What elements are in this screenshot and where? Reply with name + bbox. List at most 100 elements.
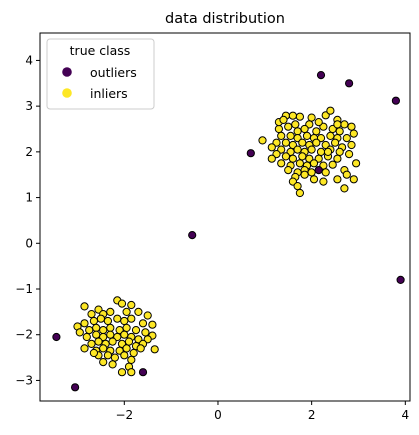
- inliers-point: [281, 152, 290, 161]
- inliers-point: [319, 177, 328, 186]
- outliers-point: [52, 332, 61, 342]
- inliers-point: [94, 337, 103, 346]
- inliers-point: [349, 129, 358, 138]
- inliers-point: [92, 323, 101, 332]
- inliers-point: [80, 344, 89, 353]
- inliers-point: [335, 127, 344, 136]
- inliers-point: [307, 145, 316, 154]
- inliers-point: [127, 314, 136, 323]
- inliers-point: [293, 127, 302, 136]
- inliers-point: [129, 348, 138, 358]
- inliers-point: [335, 147, 344, 156]
- inliers-point: [85, 326, 94, 335]
- legend-label-inliers: inliers: [90, 86, 128, 101]
- inliers-point: [80, 302, 89, 311]
- inliers-point: [103, 351, 113, 360]
- inliers-point: [113, 314, 122, 323]
- inliers-point: [108, 360, 117, 369]
- inliers-point: [312, 127, 321, 136]
- inliers-point: [295, 188, 304, 198]
- inliers-point: [136, 344, 145, 353]
- inliers-point: [316, 147, 326, 156]
- inliers-point: [274, 124, 283, 134]
- inliers-point: [106, 330, 115, 339]
- inliers-point: [284, 122, 293, 131]
- inliers-point: [286, 131, 295, 140]
- x-tick-label: 4: [401, 408, 409, 422]
- inliers-point: [127, 368, 136, 377]
- inliers-point: [295, 159, 304, 168]
- outliers-point: [345, 79, 354, 88]
- outliers-point: [391, 96, 400, 105]
- legend-marker-outliers: [62, 67, 72, 77]
- inliers-point: [82, 332, 91, 342]
- inliers-point: [87, 310, 96, 319]
- axis-layer: −2 0 2 4 −3 −2 −1 0 1 2 3 4: [15, 53, 409, 422]
- inliers-point: [347, 122, 356, 131]
- inliers-point: [267, 154, 276, 163]
- y-tick-label: 4: [25, 53, 33, 67]
- inliers-point: [288, 111, 297, 120]
- legend-marker-inliers: [62, 88, 72, 98]
- y-tick-label: 2: [25, 145, 33, 159]
- inliers-point: [96, 314, 106, 323]
- outliers-point: [188, 231, 197, 240]
- inliers-point: [349, 175, 358, 184]
- inliers-point: [99, 344, 108, 353]
- inliers-point: [80, 319, 89, 328]
- inliers-point: [323, 147, 333, 156]
- inliers-point: [117, 299, 127, 308]
- outliers-point: [138, 368, 148, 377]
- inliers-point: [122, 323, 131, 332]
- legend: true class outliers inliers: [46, 38, 155, 110]
- inliers-point: [89, 316, 99, 326]
- inliers-point: [298, 138, 307, 147]
- inliers-point: [326, 131, 335, 140]
- y-tick-label: −3: [15, 373, 33, 387]
- x-tick-label: −2: [115, 408, 133, 422]
- outliers-point: [396, 275, 405, 284]
- y-tick-label: 1: [25, 191, 33, 205]
- inliers-point: [342, 170, 351, 179]
- outliers-point: [314, 166, 323, 175]
- inliers-point: [321, 168, 330, 177]
- inliers-point: [120, 351, 129, 360]
- inliers-point: [300, 124, 309, 134]
- inliers-point: [326, 106, 335, 115]
- inliers-point: [258, 136, 267, 145]
- chart-title: data distribution: [165, 11, 285, 27]
- legend-title: true class: [70, 43, 131, 58]
- inliers-point: [148, 320, 157, 329]
- y-tick-label: −2: [15, 328, 33, 342]
- inliers-point: [122, 307, 131, 316]
- inliers-point: [302, 131, 312, 140]
- inliers-point: [120, 316, 129, 326]
- inliers-point: [279, 115, 288, 125]
- inliers-point: [331, 138, 340, 147]
- inliers-point: [87, 339, 96, 348]
- outliers-point: [71, 383, 80, 392]
- inliers-point: [127, 300, 136, 310]
- inliers-point: [312, 138, 321, 147]
- inliers-point: [333, 154, 342, 163]
- points-layer: [52, 71, 405, 392]
- inliers-point: [277, 159, 286, 168]
- inliers-point: [291, 120, 300, 129]
- inliers-point: [122, 344, 131, 353]
- inliers-point: [293, 182, 302, 191]
- inliers-point: [293, 145, 302, 154]
- inliers-point: [352, 159, 361, 168]
- inliers-point: [298, 152, 307, 161]
- inliers-point: [342, 134, 351, 143]
- y-tick-label: −1: [15, 282, 33, 296]
- outliers-point: [246, 149, 255, 158]
- inliers-point: [309, 175, 319, 184]
- inliers-point: [124, 337, 134, 346]
- y-tick-label: 0: [25, 236, 33, 250]
- legend-label-outliers: outliers: [90, 65, 137, 80]
- inliers-point: [103, 316, 113, 326]
- inliers-point: [281, 138, 290, 147]
- inliers-point: [333, 175, 342, 184]
- inliers-point: [307, 168, 316, 177]
